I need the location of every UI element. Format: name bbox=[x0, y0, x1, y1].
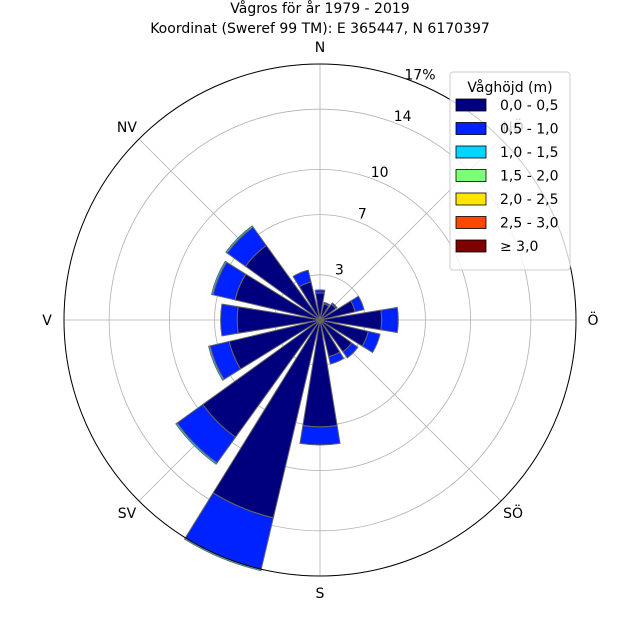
legend: Våghöjd (m) 0,0 - 0,5 0,5 - 1,0 1,0 - 1,5 1… bbox=[449, 71, 571, 271]
direction-label-0: N bbox=[315, 40, 325, 56]
direction-label-7: NV bbox=[117, 120, 137, 136]
legend-label-0: 0,0 - 0,5 bbox=[500, 98, 558, 114]
legend-label-6: ≥ 3,0 bbox=[500, 239, 538, 255]
bar-dir-11-bin-2 bbox=[208, 345, 225, 381]
bar-dir-3-bin-1 bbox=[350, 295, 365, 313]
direction-label-4: S bbox=[316, 586, 325, 602]
radial-tick-label-3: 14 bbox=[394, 109, 412, 125]
bar-dir-14-bin-2 bbox=[225, 225, 254, 254]
bar-dir-13-bin-2 bbox=[210, 260, 228, 296]
bar-dir-10-bin-2 bbox=[175, 422, 218, 465]
legend-swatch-2 bbox=[455, 145, 487, 159]
bar-dir-1-bin-1 bbox=[323, 301, 331, 307]
direction-label-6: V bbox=[42, 313, 52, 329]
legend-label-2: 1,0 - 1,5 bbox=[500, 145, 558, 161]
bar-dir-12-bin-1 bbox=[220, 303, 239, 337]
legend-swatch-4 bbox=[455, 192, 487, 206]
radial-tick-label-2: 10 bbox=[371, 165, 389, 181]
legend-swatch-0 bbox=[455, 98, 487, 112]
bar-dir-8-bin-1 bbox=[299, 424, 341, 446]
bar-dir-15-bin-1 bbox=[292, 269, 312, 288]
polar-frame bbox=[63, 63, 577, 577]
legend-label-4: 2,0 - 2,5 bbox=[500, 192, 558, 208]
radial-tick-labels: 3 7 10 14 17% bbox=[335, 67, 436, 278]
legend-items: 0,0 - 0,5 0,5 - 1,0 1,0 - 1,5 1,5 - 2,0 2,0 … bbox=[455, 98, 558, 255]
bars-group bbox=[175, 225, 399, 572]
legend-title: Våghöjd (m) bbox=[467, 79, 552, 96]
direction-label-3: SÖ bbox=[503, 504, 523, 522]
radial-tick-label-4: 17% bbox=[404, 67, 435, 83]
bar-dir-2-bin-1 bbox=[330, 302, 338, 310]
bar-dir-6-bin-1 bbox=[342, 342, 359, 359]
legend-swatch-6 bbox=[455, 239, 487, 253]
legend-label-3: 1,5 - 2,0 bbox=[500, 169, 558, 185]
chart-subtitle: Koordinat (Sweref 99 TM): E 365447, N 61… bbox=[150, 21, 490, 37]
bar-dir-7-bin-1 bbox=[328, 351, 345, 365]
direction-label-5: SV bbox=[118, 506, 137, 522]
radial-tick-label-1: 7 bbox=[358, 207, 367, 223]
legend-label-5: 2,5 - 3,0 bbox=[500, 216, 558, 232]
chart-title: Vågros för år 1979 - 2019 bbox=[230, 0, 409, 17]
radial-tick-label-0: 3 bbox=[335, 262, 344, 278]
legend-swatch-5 bbox=[455, 216, 487, 229]
bar-dir-5-bin-1 bbox=[361, 330, 381, 354]
bar-dir-4-bin-1 bbox=[380, 306, 399, 334]
direction-label-2: Ö bbox=[587, 311, 598, 329]
legend-swatch-1 bbox=[455, 122, 487, 135]
legend-swatch-3 bbox=[455, 169, 487, 182]
legend-label-1: 0,5 - 1,0 bbox=[500, 122, 558, 138]
bar-dir-0-bin-1 bbox=[314, 289, 326, 294]
